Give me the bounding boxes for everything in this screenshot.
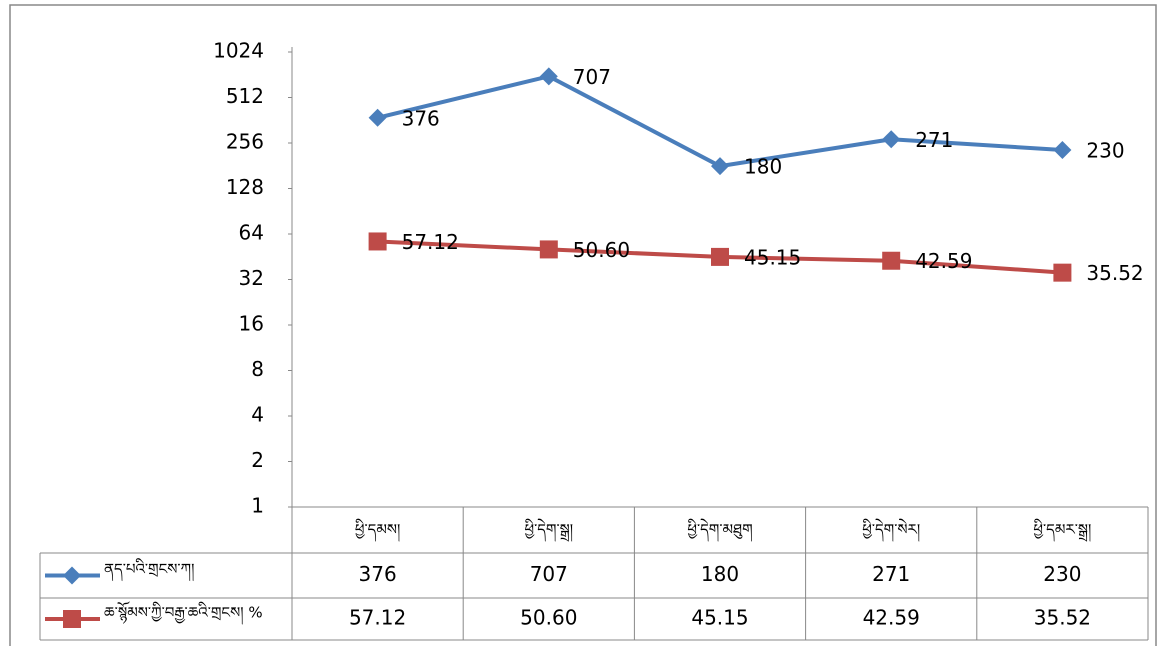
data-point — [882, 251, 901, 270]
data-point — [539, 67, 558, 86]
data-label: 35.52 — [1086, 261, 1143, 285]
y-tick-label: 256 — [226, 130, 264, 154]
data-point — [368, 232, 387, 251]
y-tick-label: 8 — [251, 357, 264, 381]
data-label: 271 — [915, 128, 953, 152]
x-tick-label: ཕྱི་དེག་སྒྲ། — [524, 519, 573, 543]
table-cell: 50.60 — [520, 606, 577, 630]
y-tick-label: 1 — [251, 494, 264, 518]
table-cell: 45.15 — [691, 606, 748, 630]
y-tick-label: 2 — [251, 448, 264, 472]
chart-frame — [9, 4, 1157, 650]
table-cell: 57.12 — [349, 606, 406, 630]
data-label: 45.15 — [744, 245, 801, 269]
y-tick-label: 64 — [239, 221, 264, 245]
x-tick-label: ཕྱི་དམར་སྒྲ། — [1033, 519, 1091, 543]
y-tick-label: 512 — [226, 84, 264, 108]
data-point — [1053, 141, 1072, 160]
table-cell: 180 — [701, 562, 739, 586]
table-cell: 42.59 — [863, 606, 920, 630]
data-label: 50.60 — [573, 238, 630, 262]
y-tick-label: 1024 — [213, 39, 264, 63]
y-tick-label: 4 — [251, 403, 264, 427]
table-cell: 707 — [530, 562, 568, 586]
data-point — [539, 240, 558, 259]
legend-marker — [63, 610, 81, 628]
data-label: 376 — [402, 106, 440, 130]
data-point — [711, 157, 729, 176]
legend-marker — [63, 566, 81, 585]
table-cell: 35.52 — [1034, 606, 1091, 630]
table-cell: 376 — [359, 562, 397, 586]
data-point — [882, 130, 901, 149]
data-label: 180 — [744, 155, 782, 179]
x-tick-label: ཕྱི་དམས། — [355, 519, 400, 543]
data-point — [711, 247, 729, 266]
x-tick-label: ཕྱི་དེག་སེར། — [862, 519, 920, 543]
y-tick-label: 16 — [239, 312, 264, 336]
x-tick-label: ཕྱི་དེག་མཐུག — [687, 519, 752, 543]
series-line — [377, 74, 1063, 169]
legend-label: ཆ་སྙོམས་ཀྱི་བརྒྱ་ཆའི་གྲངས། % — [104, 601, 263, 626]
y-tick-label: 32 — [239, 266, 264, 290]
data-point — [1053, 263, 1072, 282]
y-tick-label: 128 — [226, 175, 264, 199]
data-point — [368, 108, 387, 127]
table-cell: 230 — [1043, 562, 1081, 586]
data-label: 57.12 — [402, 230, 459, 254]
legend-label: ནད་པའི་གྲངས་ཀ། — [104, 558, 194, 582]
table-cell: 271 — [872, 562, 910, 586]
data-label: 42.59 — [915, 249, 972, 273]
data-label: 230 — [1086, 139, 1124, 163]
data-label: 707 — [573, 65, 611, 89]
